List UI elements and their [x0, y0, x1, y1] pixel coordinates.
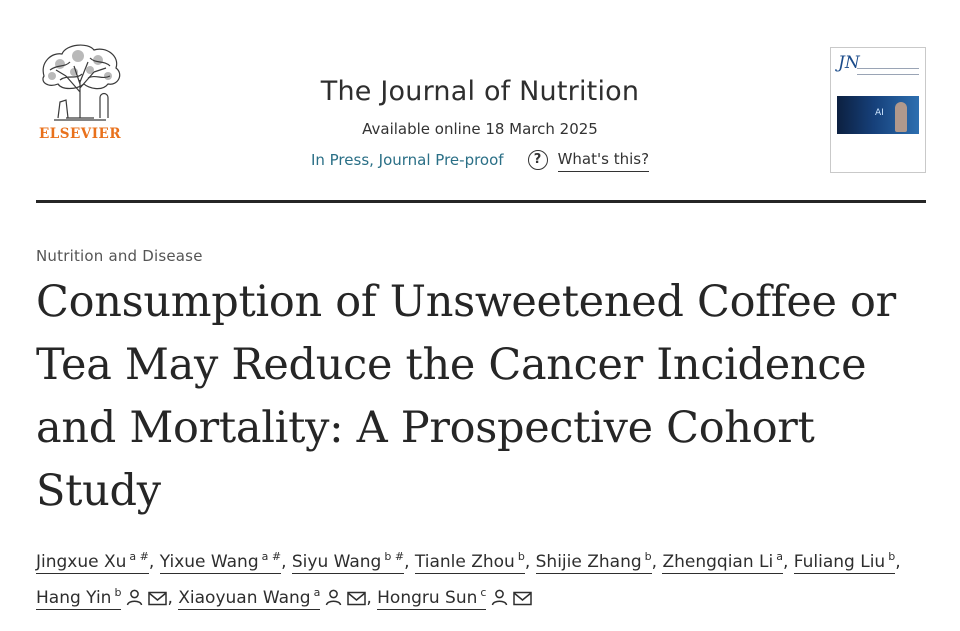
author-name-link[interactable]: Zhengqian Li a — [662, 550, 783, 574]
affiliation-letter: b — [517, 550, 525, 563]
affiliation-letter: b — [888, 550, 896, 563]
affiliation-letter: b — [644, 550, 652, 563]
author-name-link[interactable]: Shijie Zhang b — [535, 550, 652, 574]
author-item: Hang Yin b, — [36, 586, 173, 610]
affiliation-marker[interactable]: b — [888, 550, 895, 563]
journal-masthead: The Journal of Nutrition Available onlin… — [190, 72, 770, 172]
author-item: Jingxue Xu a #, — [36, 550, 155, 574]
author-separator: , — [895, 552, 901, 572]
equal-contribution-mark: # — [391, 550, 405, 563]
affiliation-letter: c — [480, 586, 487, 599]
author-name-link[interactable]: Hang Yin b — [36, 586, 122, 610]
whats-this-link[interactable]: What's this? — [557, 148, 650, 172]
affiliation-marker[interactable]: a — [314, 586, 321, 599]
person-icon[interactable] — [325, 583, 342, 619]
journal-name[interactable]: The Journal of Nutrition — [320, 76, 640, 107]
affiliation-letter: a — [129, 550, 137, 563]
author-separator: , — [281, 552, 287, 572]
in-press-status: In Press, Journal Pre-proof — [310, 151, 504, 169]
elsevier-logo[interactable]: ELSEVIER — [30, 40, 130, 150]
question-circle-icon[interactable]: ? — [527, 150, 548, 170]
author-separator: , — [651, 552, 658, 572]
cover-artwork: AI — [837, 96, 919, 134]
affiliation-marker[interactable]: a # — [129, 550, 148, 563]
cover-subtitle-lines — [857, 68, 919, 75]
article-status-line: In Press, Journal Pre-proof ? What's thi… — [190, 148, 770, 172]
cover-figure — [895, 102, 907, 132]
envelope-icon[interactable] — [513, 583, 533, 619]
affiliation-letter: a — [313, 586, 321, 599]
affiliation-marker[interactable]: a — [776, 550, 783, 563]
person-icon[interactable] — [491, 583, 508, 619]
article-section-label[interactable]: Nutrition and Disease — [36, 247, 203, 265]
affiliation-letter: b — [114, 586, 122, 599]
author-separator: , — [524, 552, 531, 572]
affiliation-marker[interactable]: a # — [262, 550, 281, 563]
author-item: Yixue Wang a #, — [159, 550, 287, 574]
affiliation-marker[interactable]: b — [645, 550, 652, 563]
author-item: Fuliang Liu b, — [793, 550, 901, 574]
author-name-link[interactable]: Tianle Zhou b — [414, 550, 525, 574]
author-separator: , — [782, 552, 789, 572]
person-icon[interactable] — [126, 583, 143, 619]
author-item: Tianle Zhou b, — [414, 550, 531, 574]
article-title: Consumption of Unsweetened Coffee or Tea… — [36, 277, 896, 516]
affiliation-marker[interactable]: c — [480, 586, 486, 599]
affiliation-marker[interactable]: b — [114, 586, 121, 599]
author-name-link[interactable]: Siyu Wang b # — [291, 550, 405, 574]
affiliation-marker[interactable]: b # — [384, 550, 404, 563]
author-item: Xiaoyuan Wang a, — [178, 586, 372, 610]
author-name-link[interactable]: Xiaoyuan Wang a — [178, 586, 321, 610]
envelope-icon[interactable] — [148, 583, 168, 619]
author-item: Zhengqian Li a, — [662, 550, 789, 574]
affiliation-letter: b — [384, 550, 392, 563]
author-name-link[interactable]: Hongru Sun c — [377, 586, 487, 610]
author-separator: , — [366, 588, 372, 608]
cover-journal-abbrev: JN — [838, 53, 860, 73]
author-separator: , — [148, 552, 155, 572]
header-divider — [36, 200, 926, 203]
envelope-icon[interactable] — [347, 583, 367, 619]
journal-cover-thumbnail[interactable]: JN AI — [830, 47, 926, 173]
equal-contribution-mark: # — [268, 550, 282, 563]
elsevier-tree-logo-icon — [42, 44, 121, 121]
author-name-link[interactable]: Jingxue Xu a # — [36, 550, 149, 574]
elsevier-wordmark: ELSEVIER — [38, 126, 122, 142]
author-name-link[interactable]: Yixue Wang a # — [159, 550, 282, 574]
author-separator: , — [404, 552, 410, 572]
author-list: Jingxue Xu a #, Yixue Wang a #, Siyu Wang b… — [36, 544, 936, 619]
cover-art-text: AI — [875, 108, 884, 118]
affiliation-marker[interactable]: b — [518, 550, 525, 563]
equal-contribution-mark: # — [136, 550, 149, 563]
available-online-date: Available online 18 March 2025 — [362, 120, 598, 138]
affiliation-letter: a — [776, 550, 783, 563]
author-name-link[interactable]: Fuliang Liu b — [793, 550, 896, 574]
author-separator: , — [167, 588, 173, 608]
author-item: Siyu Wang b #, — [291, 550, 410, 574]
author-item: Shijie Zhang b, — [535, 550, 658, 574]
author-item: Hongru Sun c — [377, 586, 533, 610]
affiliation-letter: a — [261, 550, 269, 563]
